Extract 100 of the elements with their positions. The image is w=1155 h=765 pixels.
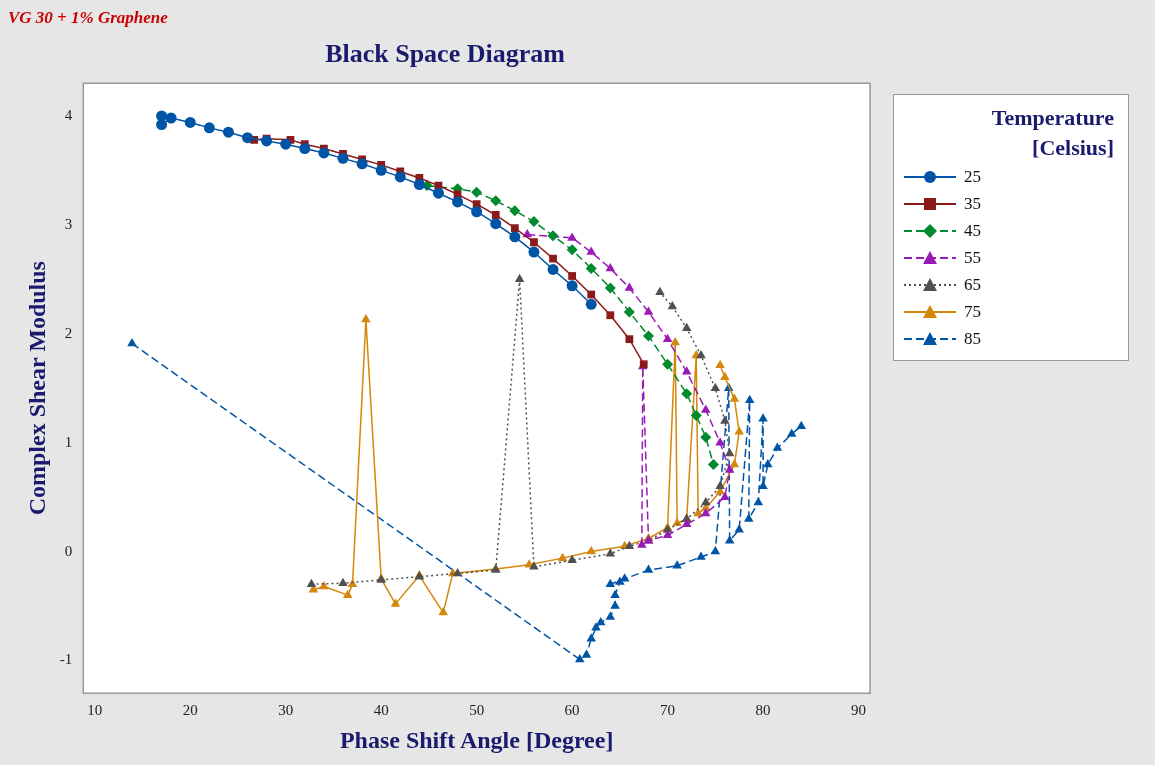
point <box>729 458 740 468</box>
legend-label: 45 <box>964 220 981 241</box>
point <box>566 244 578 256</box>
point <box>343 589 353 598</box>
point <box>361 314 371 323</box>
point <box>222 126 234 138</box>
legend-label: 65 <box>964 274 981 295</box>
point <box>509 205 521 217</box>
point <box>490 218 502 230</box>
point <box>394 171 406 183</box>
point <box>786 428 797 437</box>
point <box>720 415 730 424</box>
point <box>510 224 519 232</box>
x-tick-label: 50 <box>469 702 485 719</box>
point <box>127 338 137 347</box>
point <box>720 371 730 381</box>
point <box>528 216 540 228</box>
y-tick-label: 0 <box>64 542 73 559</box>
point <box>624 540 635 549</box>
point <box>280 138 292 150</box>
point <box>710 546 721 555</box>
point <box>710 382 721 391</box>
point <box>156 119 168 131</box>
point <box>696 551 706 560</box>
point <box>356 158 368 170</box>
point <box>610 600 620 609</box>
point <box>390 598 401 607</box>
x-tick-label: 90 <box>851 702 867 719</box>
point <box>549 254 557 263</box>
point <box>662 529 673 538</box>
point <box>557 552 568 561</box>
y-tick-label: 3 <box>64 215 73 232</box>
legend-label: 75 <box>964 301 981 322</box>
point <box>715 437 725 446</box>
point <box>606 311 615 320</box>
point <box>471 186 483 198</box>
legend-label: 55 <box>964 247 981 268</box>
point <box>318 147 330 159</box>
x-tick-label: 10 <box>87 702 103 719</box>
point <box>681 388 693 400</box>
point <box>337 152 349 164</box>
point <box>720 491 730 500</box>
point <box>743 513 754 522</box>
point <box>347 578 358 588</box>
point <box>514 273 525 283</box>
point <box>672 517 682 527</box>
point <box>452 567 463 577</box>
legend-label: 35 <box>964 193 981 214</box>
point <box>566 280 578 292</box>
point <box>184 116 196 128</box>
point <box>729 393 740 402</box>
point <box>701 404 711 413</box>
point <box>586 246 596 255</box>
point <box>715 359 725 369</box>
point <box>299 143 311 155</box>
point <box>655 286 665 296</box>
point <box>432 187 444 199</box>
point <box>643 306 654 315</box>
point <box>567 232 577 241</box>
point <box>681 366 692 375</box>
point <box>734 426 744 435</box>
point <box>452 196 464 208</box>
point <box>585 298 597 310</box>
point <box>242 132 254 144</box>
y-axis-title: Complex Shear Modulus <box>23 261 50 516</box>
point <box>375 164 387 176</box>
y-tick-label: 2 <box>64 324 73 341</box>
x-tick-label: 70 <box>660 702 676 719</box>
x-tick-label: 60 <box>564 702 580 719</box>
point <box>624 282 635 291</box>
point <box>490 195 502 207</box>
point <box>667 301 678 310</box>
point <box>700 431 712 443</box>
point <box>758 413 768 422</box>
point <box>547 230 559 242</box>
point <box>696 350 706 359</box>
point <box>528 246 540 258</box>
x-tick-label: 20 <box>182 702 198 719</box>
point <box>734 524 744 533</box>
point <box>575 653 585 663</box>
point <box>568 272 577 280</box>
point <box>605 578 616 588</box>
point <box>690 409 702 421</box>
text: VG 30 + 1% Graphene <box>8 7 169 27</box>
point <box>203 122 215 134</box>
point <box>707 458 719 470</box>
point <box>623 306 635 318</box>
point <box>530 238 538 247</box>
point <box>165 112 177 124</box>
point <box>662 358 674 370</box>
point <box>701 497 711 506</box>
point <box>772 442 783 451</box>
point <box>637 539 647 548</box>
x-tick-label: 80 <box>755 702 771 719</box>
point <box>605 611 616 620</box>
point <box>610 589 620 598</box>
x-axis-title: Phase Shift Angle [Degree] <box>339 726 614 753</box>
point <box>413 179 425 190</box>
x-tick-label: 40 <box>373 702 389 719</box>
point <box>643 330 654 342</box>
